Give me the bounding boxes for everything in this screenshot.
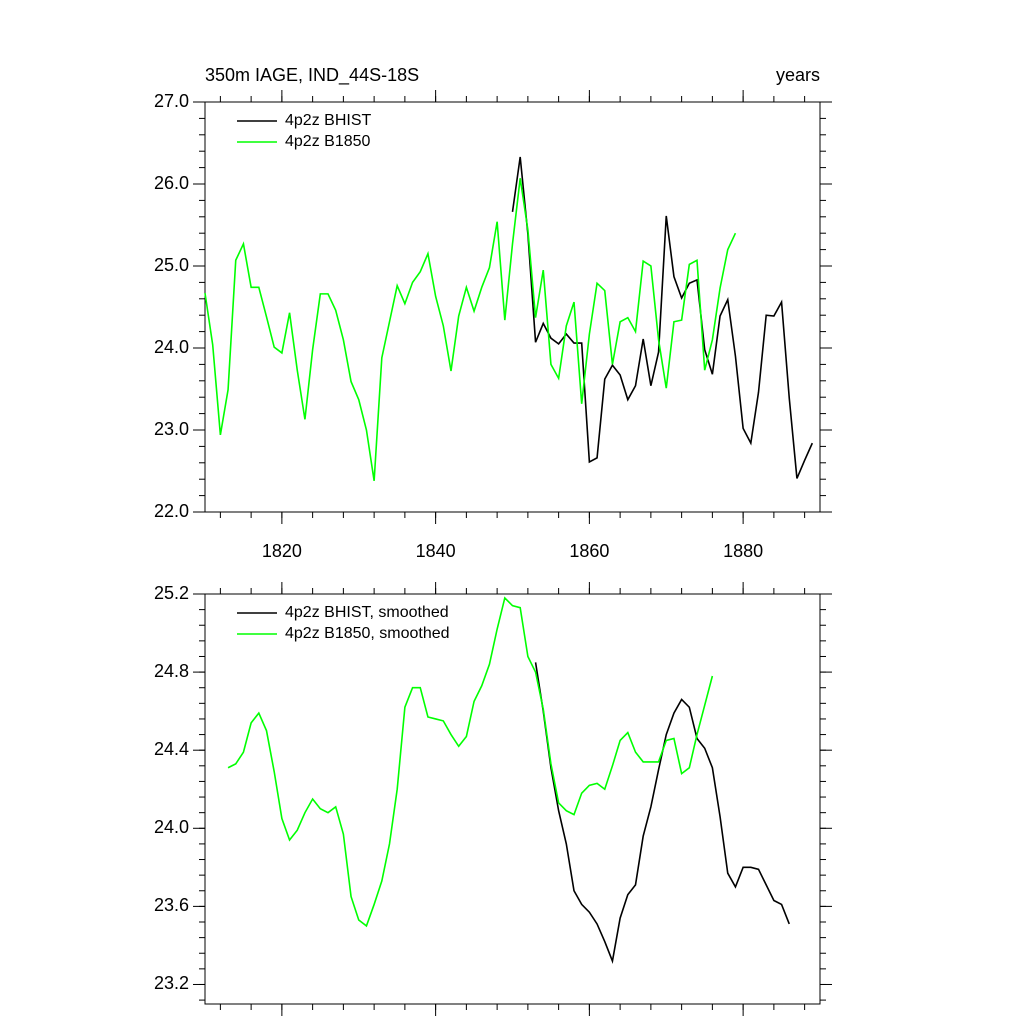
plot-frame <box>204 101 821 513</box>
legend-label: 4p2z BHIST, smoothed <box>285 604 449 621</box>
x-tick-label: 1840 <box>416 541 456 561</box>
data-line <box>511 156 814 479</box>
x-tick-label: 1820 <box>262 541 302 561</box>
y-tick-label: 25.2 <box>154 583 189 603</box>
x-tick-label: 1880 <box>723 541 763 561</box>
y-tick-label: 24.8 <box>154 661 189 681</box>
legend-label: 4p2z BHIST <box>285 112 371 129</box>
y-tick-label: 27.0 <box>154 91 189 111</box>
y-tick-label: 23.0 <box>154 419 189 439</box>
chart-title-right: years <box>776 65 820 85</box>
legend-label: 4p2z B1850, smoothed <box>285 625 450 642</box>
y-tick-label: 24.0 <box>154 337 189 357</box>
plot-frame <box>204 593 821 1005</box>
data-line <box>204 178 737 481</box>
data-line <box>227 596 714 928</box>
y-tick-label: 24.0 <box>154 817 189 837</box>
y-tick-label: 26.0 <box>154 173 189 193</box>
legend-label: 4p2z B1850 <box>285 133 371 150</box>
data-line <box>534 662 790 964</box>
y-tick-label: 22.0 <box>154 501 189 521</box>
y-tick-label: 23.2 <box>154 973 189 993</box>
y-tick-label: 24.4 <box>154 739 189 759</box>
y-tick-label: 25.0 <box>154 255 189 275</box>
chart-title: 350m IAGE, IND_44S-18S <box>205 65 419 86</box>
x-tick-label: 1860 <box>569 541 609 561</box>
y-tick-label: 23.6 <box>154 895 189 915</box>
